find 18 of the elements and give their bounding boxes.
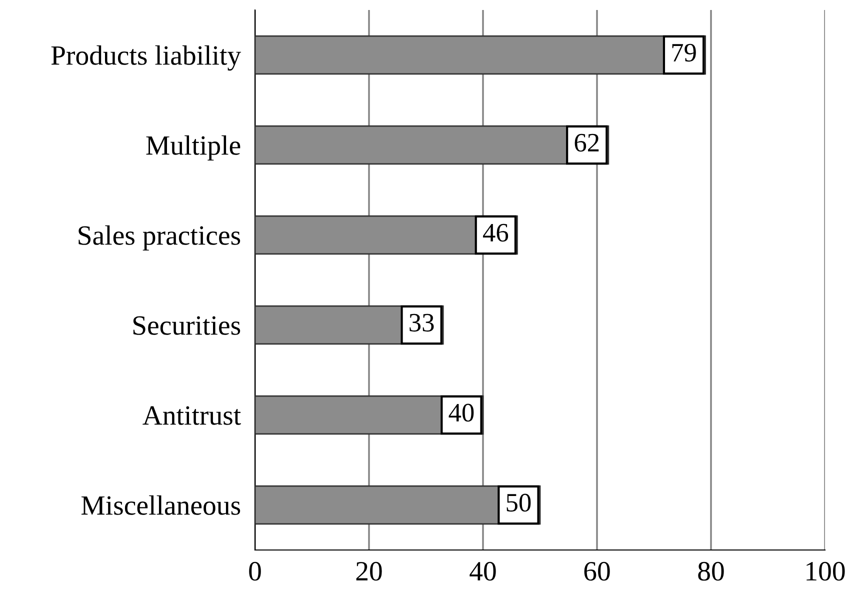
y-tick-label: Antitrust <box>142 406 241 425</box>
x-tick-label: 80 <box>698 562 724 581</box>
x-tick-label: 60 <box>584 562 610 581</box>
y-tick-label: Products liability <box>51 45 242 71</box>
x-tick-label: 0 <box>249 562 261 581</box>
data-label: 40 <box>448 404 474 422</box>
x-tick-label: 100 <box>806 562 845 581</box>
data-label: 46 <box>482 224 508 242</box>
y-tick-label: Securities <box>133 316 240 335</box>
y-tick-label: Sales practices <box>78 225 240 251</box>
data-label: 50 <box>506 494 531 512</box>
data-label: 62 <box>574 134 599 152</box>
data-label: 79 <box>672 44 696 62</box>
y-tick-label: Miscellaneous <box>81 495 240 515</box>
y-tick-label: Multiple <box>146 135 240 161</box>
x-tick-label: 20 <box>356 562 382 581</box>
data-label: 33 <box>410 314 434 332</box>
x-tick-label: 40 <box>470 562 496 581</box>
